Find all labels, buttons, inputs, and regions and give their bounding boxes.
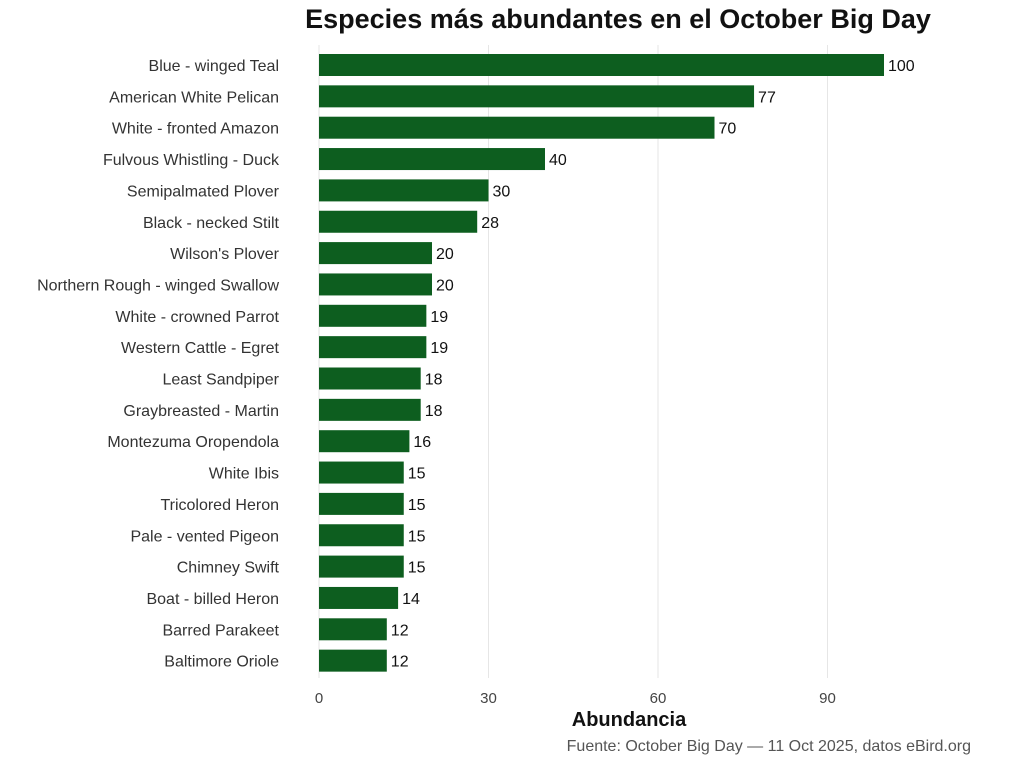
bar xyxy=(319,336,427,359)
value-labels: 100 77 70 40 30 28 20 20 19 19 18 18 16 15 15 15 15 14 12 1… xyxy=(391,58,915,671)
category-label: Northern Rough - winged Swallow xyxy=(37,277,279,294)
bar xyxy=(319,586,399,609)
bar xyxy=(319,116,715,139)
bars xyxy=(319,54,884,672)
value-label: 18 xyxy=(425,403,443,420)
value-label: 40 xyxy=(549,152,567,169)
bar xyxy=(319,85,755,108)
value-label: 20 xyxy=(436,277,454,294)
category-label: Fulvous Whistling - Duck xyxy=(103,152,280,169)
category-label: Chimney Swift xyxy=(177,560,280,577)
value-label: 12 xyxy=(391,654,409,671)
category-labels: Blue - winged Teal American White Pelican… xyxy=(37,58,280,671)
value-label: 70 xyxy=(719,121,737,138)
category-label: White Ibis xyxy=(209,466,279,483)
x-axis-ticks: 0 30 60 90 xyxy=(315,690,836,707)
category-label: Least Sandpiper xyxy=(162,372,279,389)
value-label: 15 xyxy=(408,560,426,577)
category-label: Western Cattle - Egret xyxy=(121,340,280,357)
value-label: 15 xyxy=(408,466,426,483)
category-label: Tricolored Heron xyxy=(160,497,279,514)
category-label: Black - necked Stilt xyxy=(143,215,280,232)
category-label: Wilson's Plover xyxy=(170,246,280,263)
bar xyxy=(319,179,489,202)
value-label: 18 xyxy=(425,372,443,389)
x-axis-title: Abundancia xyxy=(572,709,687,731)
bar xyxy=(319,461,404,484)
bar xyxy=(319,430,410,453)
value-label: 12 xyxy=(391,622,409,639)
bar xyxy=(319,54,884,76)
category-label: American White Pelican xyxy=(109,89,279,106)
category-label: Pale - vented Pigeon xyxy=(130,528,279,545)
value-label: 28 xyxy=(481,215,499,232)
chart-title: Especies más abundantes en el October Bi… xyxy=(305,4,931,34)
bar xyxy=(319,367,421,390)
value-label: 15 xyxy=(408,497,426,514)
category-label: Boat - billed Heron xyxy=(146,591,279,608)
x-tick-label: 0 xyxy=(315,690,323,707)
bar xyxy=(319,618,387,641)
bar xyxy=(319,492,404,515)
value-label: 20 xyxy=(436,246,454,263)
x-tick-label: 60 xyxy=(650,690,667,707)
value-label: 30 xyxy=(493,183,511,200)
bar xyxy=(319,148,545,171)
bar xyxy=(319,649,387,672)
x-tick-label: 90 xyxy=(819,690,836,707)
bar xyxy=(319,273,432,296)
bar xyxy=(319,555,404,578)
value-label: 16 xyxy=(413,434,431,451)
category-label: Baltimore Oriole xyxy=(164,654,279,671)
category-label: Graybreasted - Martin xyxy=(123,403,279,420)
category-label: Blue - winged Teal xyxy=(149,58,279,75)
value-label: 14 xyxy=(402,591,420,608)
category-label: Barred Parakeet xyxy=(162,622,279,639)
category-label: White - crowned Parrot xyxy=(115,309,279,326)
category-label: Montezuma Oropendola xyxy=(107,434,279,451)
gridlines xyxy=(318,45,828,678)
value-label: 77 xyxy=(758,89,776,106)
bar xyxy=(319,398,421,421)
source-caption: Fuente: October Big Day — 11 Oct 2025, d… xyxy=(566,738,971,755)
bar xyxy=(319,304,427,327)
bar xyxy=(319,242,432,265)
value-label: 15 xyxy=(408,528,426,545)
category-label: White - fronted Amazon xyxy=(112,121,279,138)
category-label: Semipalmated Plover xyxy=(127,183,280,200)
value-label: 100 xyxy=(888,58,915,75)
x-tick-label: 30 xyxy=(480,690,497,707)
bar xyxy=(319,524,404,547)
bar xyxy=(319,210,478,233)
value-label: 19 xyxy=(430,340,448,357)
value-label: 19 xyxy=(430,309,448,326)
